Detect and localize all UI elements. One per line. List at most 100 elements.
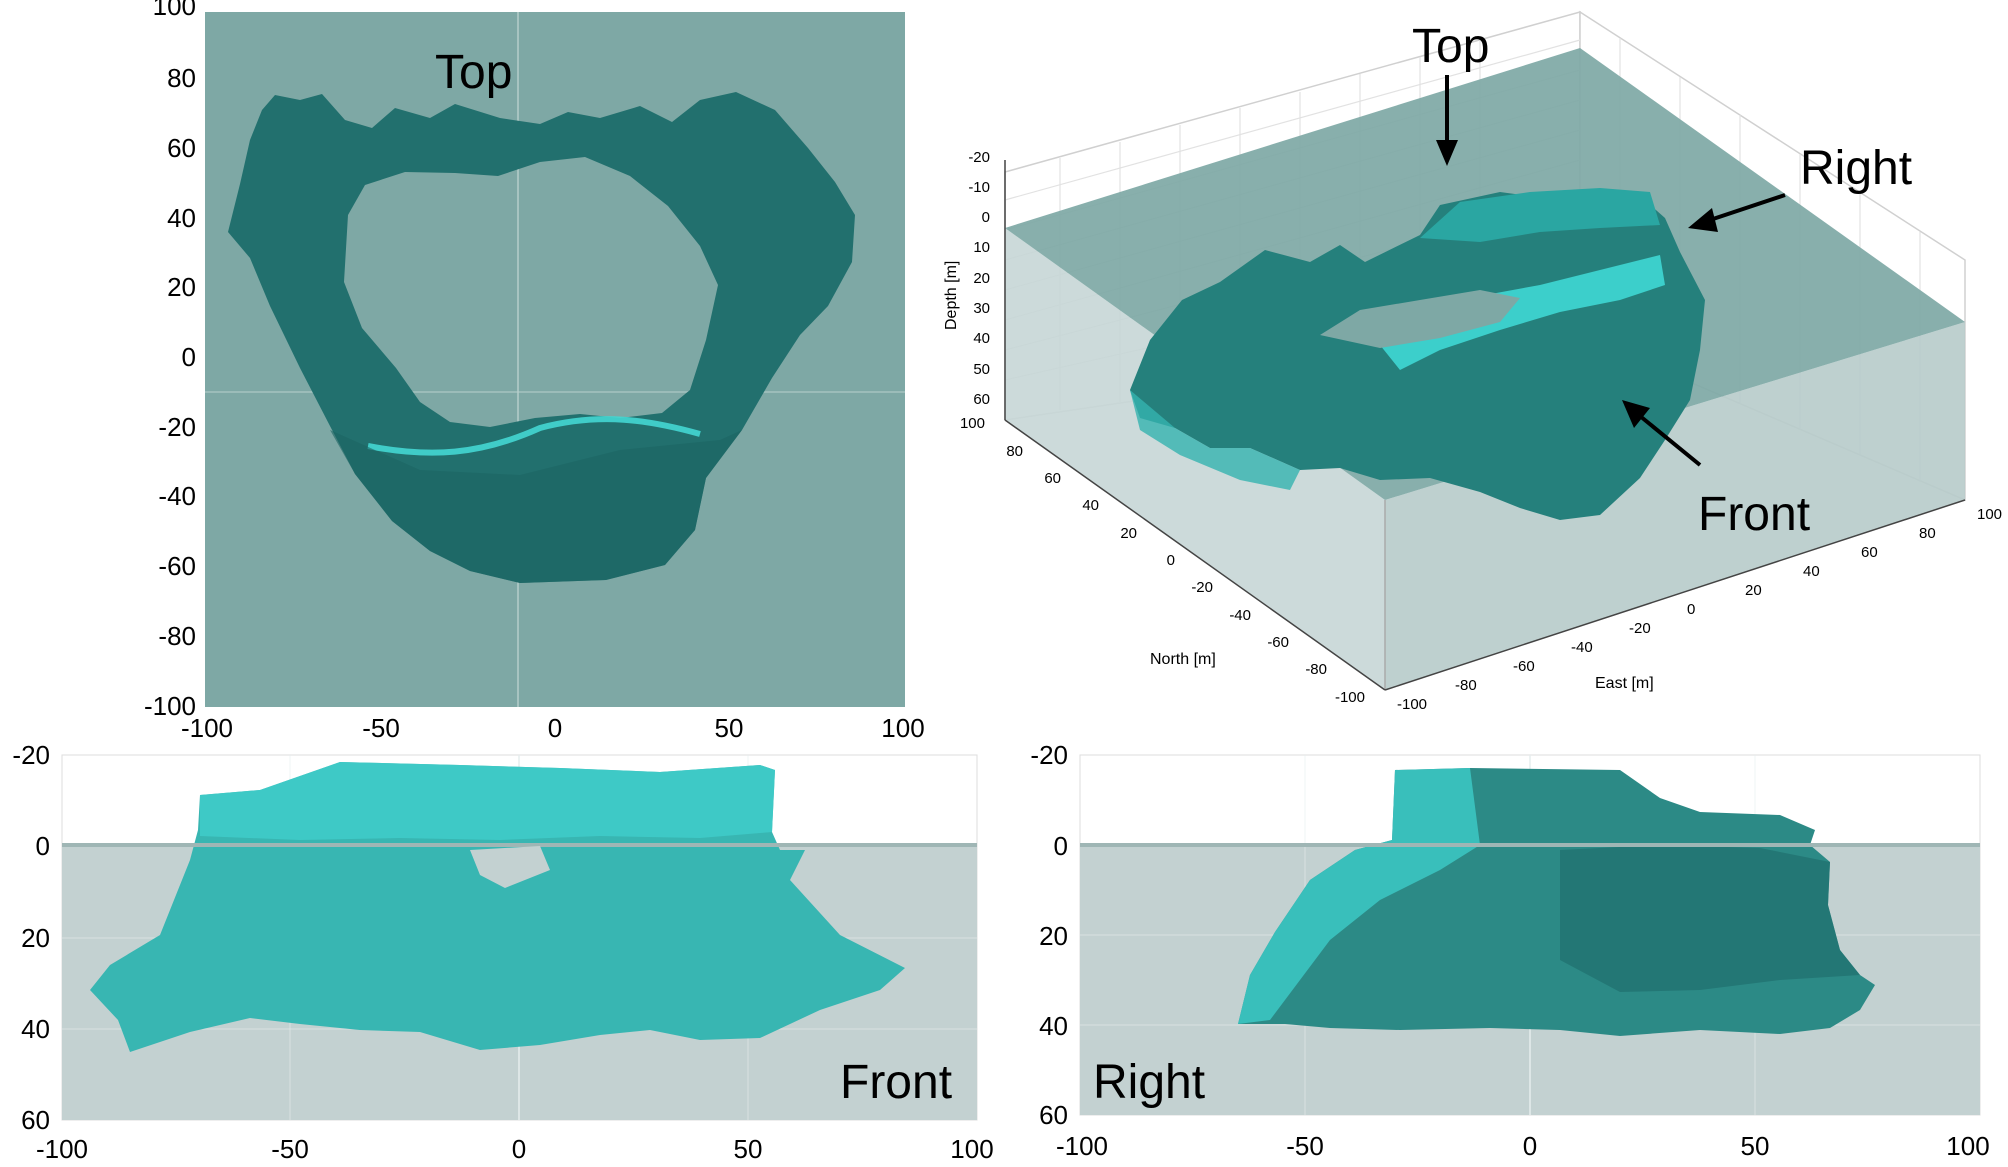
y-tick-label: 40	[21, 1014, 50, 1044]
x-tick-label: -50	[362, 713, 400, 743]
x-tick-label: 0	[1523, 1131, 1537, 1161]
east-axis-label: East [m]	[1595, 675, 1654, 692]
y-tick-label: -80	[158, 621, 196, 651]
y-tick-label: 60	[1039, 1100, 1068, 1130]
arrow-top-head	[1436, 140, 1458, 166]
top-view-x-ticks: -100 -50 0 50 100	[181, 713, 925, 743]
arrow-right	[1709, 193, 1786, 222]
perspective-north-ticks: 100 80 60 40 20 0 -20 -40 -60 -80 -100	[960, 415, 1365, 706]
north-tick-label: 40	[1082, 497, 1099, 514]
y-tick-label: -60	[158, 551, 196, 581]
y-tick-label: -20	[158, 412, 196, 442]
depth-tick-label: 10	[973, 239, 990, 256]
arrow-front	[1638, 414, 1702, 467]
depth-tick-label: -20	[968, 149, 990, 166]
depth-tick-label: 40	[973, 330, 990, 347]
y-tick-label: 100	[153, 0, 196, 21]
east-tick-label: -40	[1571, 639, 1593, 656]
depth-tick-label: 50	[973, 361, 990, 378]
front-view-hole	[470, 846, 550, 888]
north-tick-label: -100	[1335, 689, 1365, 706]
top-view-structure-shading	[330, 430, 742, 583]
perspective-box-edge	[1004, 419, 1386, 691]
top-view-label: Top	[435, 46, 512, 99]
front-view-structure-surface	[200, 762, 775, 840]
east-tick-label: 40	[1803, 563, 1820, 580]
x-tick-label: -100	[36, 1134, 88, 1164]
perspective-structure-lower	[1130, 390, 1300, 490]
perspective-box-edge	[1384, 499, 1966, 691]
arrow-front-head	[1622, 400, 1650, 428]
north-tick-label: 20	[1120, 525, 1137, 542]
x-tick-label: 100	[881, 713, 924, 743]
arrow-right-head	[1688, 208, 1718, 232]
north-tick-label: 80	[1006, 443, 1023, 460]
y-tick-label: 60	[167, 133, 196, 163]
right-view-structure-highlight	[1238, 768, 1480, 1024]
perspective-depth-ticks: -20 -10 0 10 20 30 40 50 60	[968, 149, 990, 408]
east-tick-label: 20	[1745, 582, 1762, 599]
depth-tick-label: -10	[968, 179, 990, 196]
depth-tick-label: 60	[973, 391, 990, 408]
perspective-sea-right-face	[1385, 322, 1965, 690]
x-tick-label: -100	[181, 713, 233, 743]
y-tick-label: 40	[1039, 1011, 1068, 1041]
east-tick-label: 100	[1977, 506, 2002, 523]
y-tick-label: 20	[1039, 921, 1068, 951]
perspective-label-top: Top	[1412, 20, 1489, 73]
perspective-east-ticks: -100 -80 -60 -40 -20 0 20 40 60 80 100	[1397, 506, 2002, 713]
north-tick-label: 0	[1167, 552, 1175, 569]
east-tick-label: -80	[1455, 677, 1477, 694]
x-tick-label: 100	[950, 1134, 993, 1164]
north-tick-label: -40	[1229, 607, 1251, 624]
north-tick-label: -20	[1191, 579, 1213, 596]
y-tick-label: 20	[21, 923, 50, 953]
perspective-panel: Top Right Front -20 -10 0 10 20 30 40 50…	[943, 10, 2002, 713]
right-view-structure-dark	[1560, 845, 1860, 992]
y-tick-label: 60	[21, 1105, 50, 1135]
right-view-panel: -20 0 20 40 60 -100 -50 0 50 100 Right	[1030, 740, 1989, 1161]
east-tick-label: 0	[1687, 601, 1695, 618]
y-tick-label: 40	[167, 203, 196, 233]
top-view-y-ticks: 100 80 60 40 20 0 -20 -40 -60 -80 -100	[144, 0, 196, 721]
x-tick-label: 50	[734, 1134, 763, 1164]
east-tick-label: 80	[1919, 525, 1936, 542]
x-tick-label: 100	[1946, 1131, 1989, 1161]
y-tick-label: -20	[12, 740, 50, 770]
right-view-label: Right	[1093, 1056, 1205, 1109]
top-view-highlight-ridge	[367, 416, 701, 456]
x-tick-label: 50	[1741, 1131, 1770, 1161]
y-tick-label: 0	[182, 342, 196, 372]
perspective-label-right: Right	[1800, 142, 1912, 195]
east-tick-label: -20	[1629, 620, 1651, 637]
east-tick-label: 60	[1861, 544, 1878, 561]
perspective-structure-cyan-face	[1380, 255, 1665, 370]
x-tick-label: 50	[715, 713, 744, 743]
perspective-structure-top-ridge	[1420, 188, 1660, 242]
front-view-x-ticks: -100 -50 0 50 100	[36, 1134, 994, 1164]
east-tick-label: -100	[1397, 696, 1427, 713]
grid-line	[1004, 39, 1581, 201]
depth-tick-label: 0	[982, 209, 990, 226]
x-tick-label: -50	[271, 1134, 309, 1164]
front-view-panel: -20 0 20 40 60 -100 -50 0 50 100 Front	[12, 740, 993, 1164]
y-tick-label: 80	[167, 63, 196, 93]
east-tick-label: -60	[1513, 658, 1535, 675]
north-axis-label: North [m]	[1150, 651, 1216, 668]
north-tick-label: -60	[1267, 634, 1289, 651]
perspective-label-front: Front	[1698, 488, 1810, 541]
top-view-panel: 100 80 60 40 20 0 -20 -40 -60 -80 -100 -…	[144, 0, 925, 743]
y-tick-label: -40	[158, 481, 196, 511]
right-view-x-ticks: -100 -50 0 50 100	[1056, 1131, 1990, 1161]
front-view-y-ticks: -20 0 20 40 60	[12, 740, 50, 1135]
perspective-arrows	[1436, 75, 1786, 467]
y-tick-label: 0	[1054, 831, 1068, 861]
north-tick-label: -80	[1305, 661, 1327, 678]
depth-axis-label: Depth [m]	[943, 261, 960, 330]
right-view-y-ticks: -20 0 20 40 60	[1030, 740, 1068, 1130]
x-tick-label: 0	[512, 1134, 526, 1164]
x-tick-label: -100	[1056, 1131, 1108, 1161]
north-tick-label: 60	[1044, 470, 1061, 487]
depth-tick-label: 20	[973, 270, 990, 287]
